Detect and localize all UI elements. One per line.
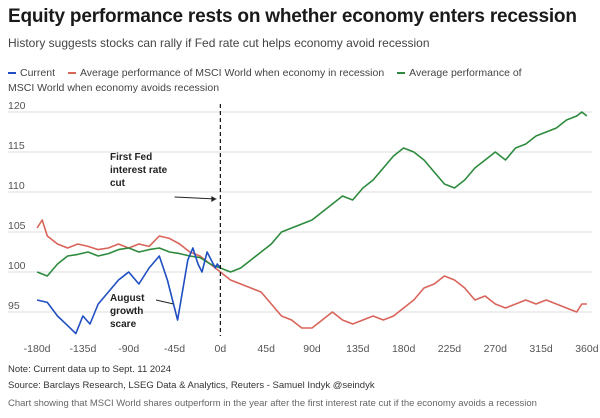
- legend-label-current: Current: [20, 67, 56, 79]
- x-tick-label: 270d: [484, 343, 508, 355]
- chart-title: Equity performance rests on whether econ…: [8, 6, 577, 27]
- x-tick-label: -90d: [118, 343, 139, 355]
- y-tick-label: 110: [8, 180, 25, 192]
- x-tick-label: -45d: [164, 343, 185, 355]
- x-tick-label: -180d: [24, 343, 51, 355]
- annotation-rate-cut-line: cut: [110, 178, 126, 189]
- annotations: First Fed interest rate cut August growth sca…: [110, 152, 217, 330]
- grid-lines: [8, 111, 592, 313]
- x-tick-label: 45d: [257, 343, 275, 355]
- legend-label-recession: Average performance of MSCI World when e…: [79, 67, 385, 79]
- x-tick-label: 0d: [215, 343, 227, 355]
- x-tick-label: 90d: [303, 343, 321, 355]
- legend-swatch-recession: [67, 72, 76, 75]
- x-axis-ticks: -180d -135d -90d -45d 0d 45d 90d 135d 180d 225d 27…: [24, 343, 599, 355]
- x-tick-label: 360d: [575, 343, 599, 355]
- annotation-rate-cut-line: First Fed: [110, 152, 152, 163]
- annotation-growth-scare-line: scare: [110, 319, 137, 330]
- legend-item-no-recession: Average performance of MSCI World when e…: [8, 67, 522, 94]
- annotation-growth-scare-line: growth: [110, 306, 143, 317]
- x-tick-label: 225d: [438, 343, 462, 355]
- legend-item-recession: Average performance of MSCI World when e…: [67, 67, 385, 79]
- chart-legend: Current Average performance of MSCI Worl…: [8, 66, 548, 96]
- annotation-rate-cut-arrowhead: [211, 196, 217, 202]
- legend-swatch-no-recession: [397, 72, 406, 75]
- series-lines: [36, 111, 588, 335]
- y-tick-label: 100: [8, 260, 26, 272]
- chart-description: Chart showing that MSCI World shares out…: [8, 398, 537, 409]
- chart-subtitle: History suggests stocks can rally if Fed…: [8, 36, 430, 50]
- annotation-growth-scare-arrow: [155, 299, 174, 305]
- source-line: Source: Barclays Research, LSEG Data & A…: [8, 380, 375, 391]
- x-tick-label: 180d: [392, 343, 416, 355]
- y-axis-ticks: 95 100 105 110 115 120: [8, 100, 26, 312]
- series-line-0: [36, 247, 222, 335]
- footnote: Note: Current data up to Sept. 11 2024: [8, 364, 172, 375]
- series-line-2: [36, 111, 588, 277]
- y-tick-label: 105: [8, 220, 26, 232]
- y-tick-label: 95: [8, 300, 20, 312]
- annotation-rate-cut-arrow: [174, 196, 217, 200]
- legend-item-current: Current: [8, 67, 55, 79]
- x-tick-label: 135d: [346, 343, 370, 355]
- series-line-1: [36, 219, 587, 329]
- y-tick-label: 115: [8, 140, 25, 152]
- legend-swatch-current: [8, 72, 16, 75]
- x-tick-label: -135d: [69, 343, 96, 355]
- legend-label-no-recession: Average performance of MSCI World when e…: [8, 67, 522, 94]
- annotation-growth-scare-line: August: [110, 293, 145, 304]
- annotation-rate-cut-line: interest rate: [110, 165, 168, 176]
- x-tick-label: 315d: [529, 343, 553, 355]
- y-tick-label: 120: [8, 100, 26, 112]
